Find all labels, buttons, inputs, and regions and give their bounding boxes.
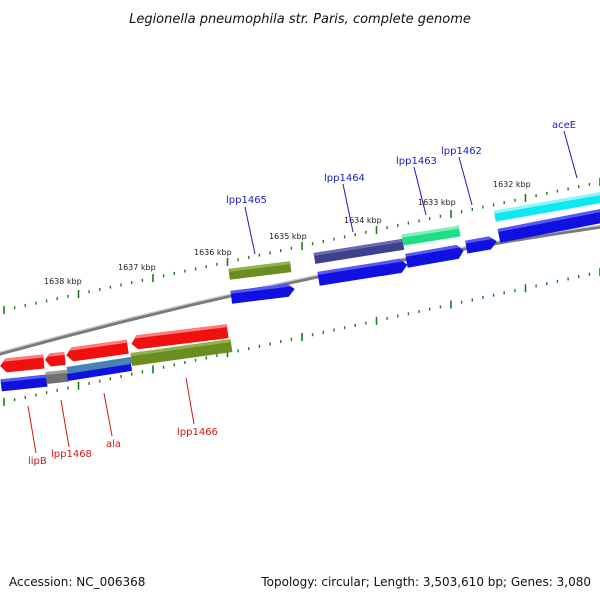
gene-label-ala[interactable]: ala bbox=[106, 439, 121, 450]
cds-lpp1466-lower[interactable] bbox=[130, 339, 233, 367]
gene-lpp1464-feature[interactable] bbox=[313, 238, 405, 264]
scale-label-1632: 1632 kbp bbox=[493, 180, 531, 189]
gene-lpp1463-feature[interactable] bbox=[401, 225, 461, 246]
leader-ala bbox=[103, 392, 113, 437]
leader-lpp1465 bbox=[244, 206, 256, 255]
leader-lpp1466 bbox=[185, 377, 195, 425]
gene-ala-feature[interactable] bbox=[65, 339, 129, 362]
gene-lpp1465-feature[interactable] bbox=[228, 261, 292, 280]
gene-label-lpp1468[interactable]: lpp1468 bbox=[51, 449, 92, 460]
map-title: Legionella pneumophila str. Paris, compl… bbox=[129, 12, 471, 27]
cds-arrow-lpp1462[interactable] bbox=[465, 235, 498, 254]
leader-lipB bbox=[27, 405, 37, 454]
cds-arrow-aceE[interactable] bbox=[497, 208, 600, 243]
leader-lpp1463 bbox=[413, 166, 427, 216]
gene-label-lipB[interactable]: lipB bbox=[28, 456, 47, 467]
cds-arrow-lpp1463[interactable] bbox=[405, 244, 465, 268]
upper-tick-row bbox=[3, 178, 600, 314]
cds-lpp1468-lower[interactable] bbox=[45, 369, 69, 385]
scale-label-1637: 1637 kbp bbox=[118, 263, 156, 272]
scale-label-1634: 1634 kbp bbox=[344, 216, 382, 225]
scale-label-1636: 1636 kbp bbox=[194, 248, 232, 257]
leader-lpp1464 bbox=[342, 183, 354, 233]
leader-lpp1462 bbox=[458, 156, 473, 206]
gene-aceE-feature[interactable] bbox=[493, 191, 600, 222]
genome-backbone-highlight bbox=[0, 224, 600, 353]
accession-text: Accession: NC_006368 bbox=[9, 575, 145, 589]
gene-label-lpp1463[interactable]: lpp1463 bbox=[396, 156, 437, 167]
leader-aceE bbox=[563, 130, 578, 179]
scale-label-1638: 1638 kbp bbox=[44, 277, 82, 286]
gene-lipB-feature[interactable] bbox=[0, 354, 45, 374]
gene-lpp1466-feature[interactable] bbox=[131, 324, 229, 350]
scale-label-1635: 1635 kbp bbox=[269, 232, 307, 241]
cds-ala-lower-upper[interactable] bbox=[66, 356, 133, 374]
scale-label-1633: 1633 kbp bbox=[418, 198, 456, 207]
gene-label-aceE[interactable]: aceE bbox=[552, 120, 576, 131]
gene-lpp1468-feature[interactable] bbox=[44, 351, 66, 367]
cds-arrow-lpp1464[interactable] bbox=[317, 258, 408, 286]
cds-lipB-lower[interactable] bbox=[0, 374, 48, 392]
cds-ala-lower[interactable] bbox=[66, 363, 133, 381]
genome-backbone bbox=[0, 224, 600, 356]
leader-lpp1468 bbox=[60, 399, 70, 448]
gene-label-lpp1466[interactable]: lpp1466 bbox=[177, 427, 218, 438]
gene-label-lpp1462[interactable]: lpp1462 bbox=[441, 146, 482, 157]
genome-summary-text: Topology: circular; Length: 3,503,610 bp… bbox=[260, 575, 591, 589]
gene-label-lpp1465[interactable]: lpp1465 bbox=[226, 195, 267, 206]
gene-label-lpp1464[interactable]: lpp1464 bbox=[324, 173, 365, 184]
cds-arrow-lpp1465[interactable] bbox=[230, 283, 295, 304]
lower-tick-row bbox=[3, 268, 600, 406]
